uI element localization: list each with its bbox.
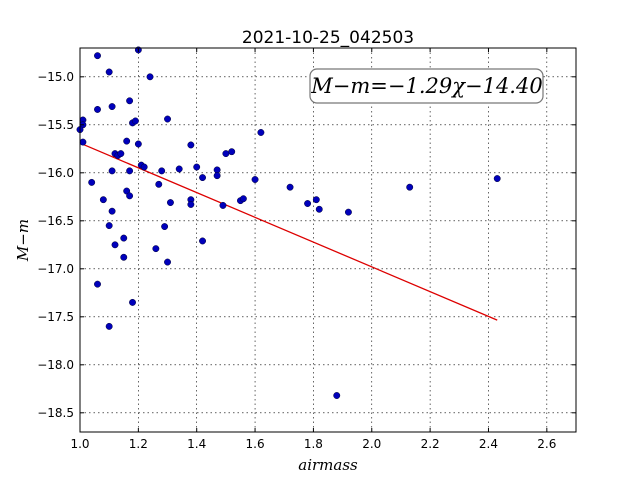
y-tick-label: −18.5 — [37, 406, 74, 420]
data-point — [239, 195, 247, 203]
data-point — [286, 183, 294, 191]
y-tick-label: −15.5 — [37, 118, 74, 132]
data-point — [493, 175, 501, 183]
data-point — [315, 205, 323, 213]
data-point — [131, 117, 139, 125]
data-point — [175, 165, 183, 173]
data-point — [126, 97, 134, 105]
axis-ticks — [79, 48, 576, 432]
x-tick-label: 1.6 — [246, 437, 265, 451]
y-tick-label: −16.5 — [37, 214, 74, 228]
data-point — [108, 103, 116, 111]
x-tick-label: 2.4 — [479, 437, 498, 451]
data-point — [99, 196, 107, 204]
data-point — [164, 115, 171, 123]
data-point — [134, 140, 142, 148]
data-point — [187, 141, 195, 149]
data-point — [257, 129, 265, 136]
fit-equation: M−m=−1.29χ−14.40 — [310, 74, 542, 98]
data-point — [126, 192, 134, 200]
data-point — [219, 201, 227, 209]
x-tick-labels: 1.0 1.2 1.4 1.6 1.8 2.0 2.2 2.4 2.6 — [70, 437, 556, 451]
data-point — [126, 167, 134, 175]
y-axis-label: M−m — [14, 219, 32, 262]
data-point — [123, 137, 131, 145]
data-point — [152, 245, 160, 253]
data-point — [111, 241, 119, 249]
data-point — [117, 150, 125, 158]
data-point — [213, 172, 221, 180]
x-tick-label: 1.8 — [304, 437, 323, 451]
data-point — [108, 207, 116, 215]
data-point — [79, 138, 87, 146]
y-tick-labels: −15.0 −15.5 −16.0 −16.5 −17.0 −17.5 −18.0 −18.5 — [37, 70, 74, 420]
data-point — [129, 298, 136, 306]
data-point — [228, 148, 236, 156]
fit-line-layer — [79, 142, 498, 321]
data-point — [105, 322, 113, 330]
y-tick-label: −17.0 — [37, 262, 74, 276]
plot-frame — [79, 47, 577, 433]
data-point — [146, 73, 154, 81]
y-tick-label: −18.0 — [37, 358, 74, 372]
data-point — [164, 258, 171, 266]
x-tick-label: 2.0 — [362, 437, 381, 451]
data-point — [94, 280, 101, 288]
x-axis-label: airmass — [298, 456, 358, 474]
data-point — [222, 150, 230, 158]
data-point — [344, 208, 352, 216]
chart-title: 2021-10-25_042503 — [242, 28, 414, 48]
data-point — [193, 163, 201, 171]
data-point — [251, 176, 259, 183]
data-points — [76, 46, 501, 399]
data-point — [333, 392, 341, 399]
data-point — [161, 223, 169, 231]
data-point — [94, 52, 101, 60]
x-tick-label: 1.4 — [187, 437, 206, 451]
x-tick-label: 1.0 — [70, 437, 89, 451]
data-point — [155, 180, 163, 188]
data-point — [120, 253, 128, 261]
fit-line — [79, 142, 498, 321]
data-point — [88, 178, 96, 186]
data-point — [94, 105, 101, 113]
data-point — [120, 234, 128, 242]
data-point — [166, 199, 174, 207]
fit-equation-box: M−m=−1.29χ−14.40 — [309, 68, 544, 104]
x-tick-label: 1.2 — [129, 437, 148, 451]
data-point — [213, 166, 221, 174]
data-point — [108, 167, 116, 175]
data-point — [304, 200, 312, 207]
data-point — [158, 167, 166, 175]
y-tick-label: −16.0 — [37, 166, 74, 180]
data-point — [187, 201, 195, 208]
data-point — [105, 68, 113, 76]
data-point — [105, 222, 113, 230]
data-point — [199, 174, 206, 182]
data-point — [199, 237, 206, 245]
data-point — [406, 183, 414, 191]
y-tick-label: −17.5 — [37, 310, 74, 324]
x-tick-label: 2.6 — [537, 437, 556, 451]
y-tick-label: −15.0 — [37, 70, 74, 84]
data-point — [140, 163, 148, 171]
x-tick-label: 2.2 — [421, 437, 440, 451]
data-point — [312, 196, 320, 204]
